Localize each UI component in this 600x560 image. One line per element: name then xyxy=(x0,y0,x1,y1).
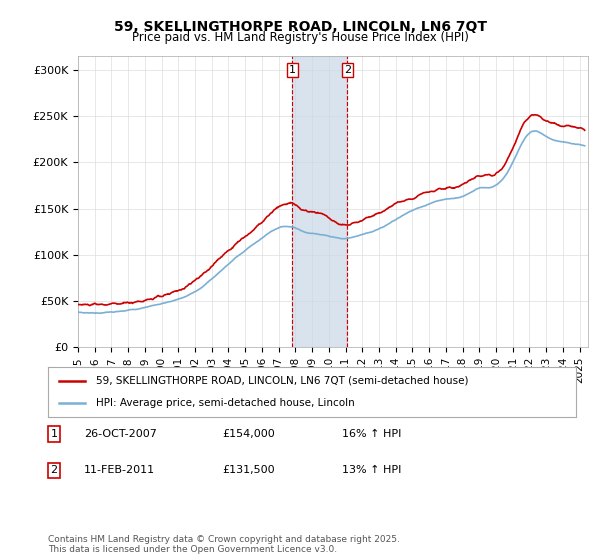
Text: 2: 2 xyxy=(344,65,351,74)
Text: HPI: Average price, semi-detached house, Lincoln: HPI: Average price, semi-detached house,… xyxy=(95,398,354,408)
Text: 59, SKELLINGTHORPE ROAD, LINCOLN, LN6 7QT: 59, SKELLINGTHORPE ROAD, LINCOLN, LN6 7Q… xyxy=(113,20,487,34)
Text: £154,000: £154,000 xyxy=(222,429,275,439)
Text: 1: 1 xyxy=(50,429,58,439)
Bar xyxy=(292,56,347,347)
Text: 13% ↑ HPI: 13% ↑ HPI xyxy=(342,465,401,475)
Text: 59, SKELLINGTHORPE ROAD, LINCOLN, LN6 7QT (semi-detached house): 59, SKELLINGTHORPE ROAD, LINCOLN, LN6 7Q… xyxy=(95,376,468,386)
Text: £131,500: £131,500 xyxy=(222,465,275,475)
Text: 26-OCT-2007: 26-OCT-2007 xyxy=(84,429,157,439)
Text: Price paid vs. HM Land Registry's House Price Index (HPI): Price paid vs. HM Land Registry's House … xyxy=(131,31,469,44)
Text: Contains HM Land Registry data © Crown copyright and database right 2025.
This d: Contains HM Land Registry data © Crown c… xyxy=(48,535,400,554)
Text: 2: 2 xyxy=(50,465,58,475)
Text: 16% ↑ HPI: 16% ↑ HPI xyxy=(342,429,401,439)
Text: 1: 1 xyxy=(289,65,296,74)
Text: 11-FEB-2011: 11-FEB-2011 xyxy=(84,465,155,475)
